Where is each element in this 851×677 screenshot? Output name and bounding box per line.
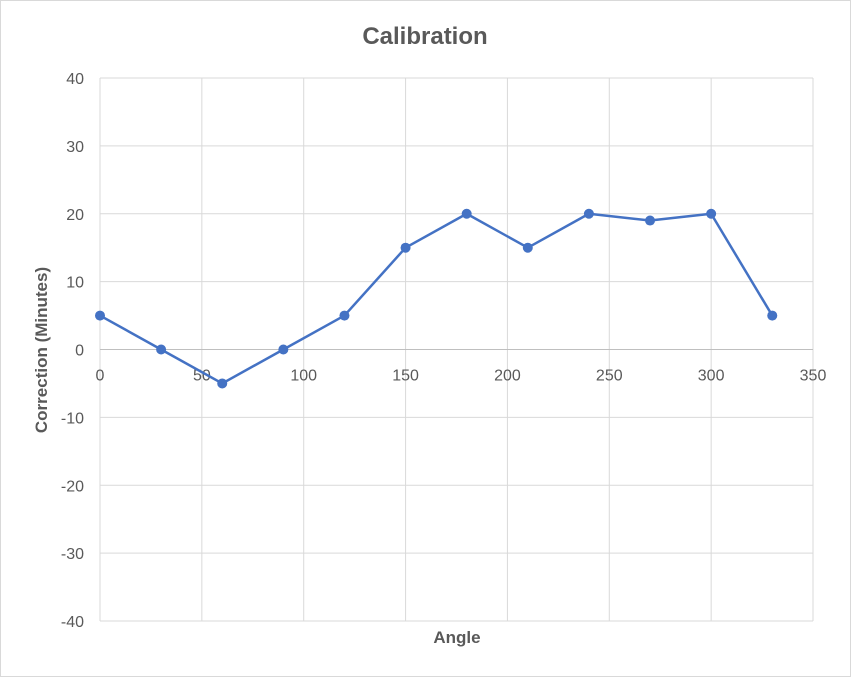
x-tick-label: 250 <box>596 368 623 385</box>
y-tick-label: -40 <box>61 614 84 631</box>
data-point <box>400 242 411 253</box>
data-point <box>767 310 778 321</box>
x-tick-label: 100 <box>290 368 317 385</box>
data-point <box>156 344 167 355</box>
x-tick-label: 50 <box>193 368 211 385</box>
x-tick-label: 150 <box>392 368 419 385</box>
y-tick-label: 0 <box>75 343 84 360</box>
x-tick-label: 300 <box>698 368 725 385</box>
x-axis-title: Angle <box>433 628 480 647</box>
data-point <box>339 310 350 321</box>
data-point <box>461 208 472 219</box>
x-tick-label: 0 <box>96 368 105 385</box>
data-point <box>583 208 594 219</box>
series-line <box>99 212 774 385</box>
y-tick-label: 20 <box>66 207 84 224</box>
y-axis-tick-labels: 40 30 20 10 0 -10 -20 -30 -40 <box>61 71 84 631</box>
chart-title: Calibration <box>362 23 487 50</box>
x-tick-label: 200 <box>494 368 521 385</box>
data-point <box>95 310 105 321</box>
data-point <box>217 378 228 389</box>
y-tick-label: 10 <box>66 275 84 292</box>
data-point <box>278 344 289 355</box>
y-axis-title: Correction (Minutes) <box>32 267 51 433</box>
data-point <box>706 208 717 219</box>
data-point <box>522 242 533 253</box>
x-tick-label: 350 <box>800 368 827 385</box>
x-axis-tick-labels: 0 50 100 150 200 250 300 350 <box>96 368 827 385</box>
y-tick-label: -30 <box>61 546 84 563</box>
y-tick-label: 30 <box>66 139 84 156</box>
y-tick-label: -20 <box>61 478 84 495</box>
y-tick-label: -10 <box>61 410 84 427</box>
y-tick-label: 40 <box>66 71 84 88</box>
series-calibration <box>95 208 778 389</box>
data-point <box>645 215 656 226</box>
